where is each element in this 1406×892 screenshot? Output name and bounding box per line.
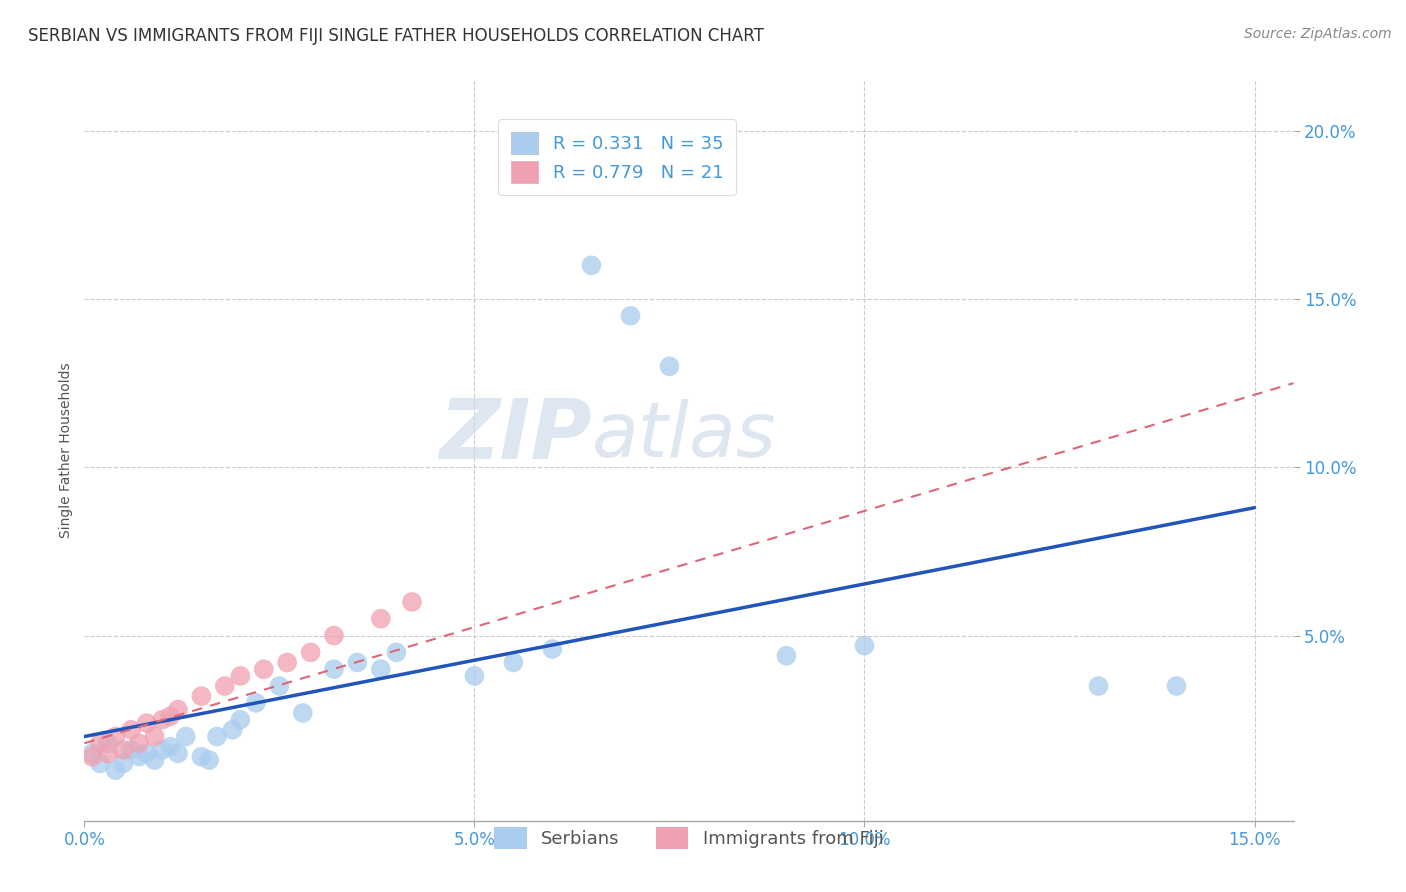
Point [135, 747, 157, 761]
Point [370, 612, 392, 626]
Point [581, 259, 603, 273]
Point [89, 736, 111, 750]
Point [775, 648, 797, 663]
Point [276, 656, 298, 670]
Point [112, 743, 135, 757]
Point [323, 628, 346, 642]
Point [323, 662, 346, 676]
Y-axis label: Single Father Households: Single Father Households [59, 363, 73, 538]
Point [619, 309, 641, 323]
Point [128, 736, 150, 750]
Point [190, 689, 212, 703]
Point [82, 749, 104, 764]
Text: atlas: atlas [592, 399, 776, 473]
Point [198, 753, 221, 767]
Point [463, 669, 485, 683]
Point [253, 662, 276, 676]
Point [190, 749, 212, 764]
Point [541, 642, 564, 657]
Text: Source: ZipAtlas.com: Source: ZipAtlas.com [1244, 27, 1392, 41]
Text: SERBIAN VS IMMIGRANTS FROM FIJI SINGLE FATHER HOUSEHOLDS CORRELATION CHART: SERBIAN VS IMMIGRANTS FROM FIJI SINGLE F… [28, 27, 763, 45]
Point [502, 656, 524, 670]
Point [104, 730, 127, 744]
Point [205, 730, 228, 744]
Point [167, 703, 190, 717]
Point [82, 747, 104, 761]
Point [658, 359, 681, 374]
Point [97, 736, 120, 750]
Point [167, 747, 190, 761]
Point [143, 753, 166, 767]
Point [853, 639, 876, 653]
Point [299, 645, 322, 659]
Point [370, 662, 392, 676]
Point [1166, 679, 1188, 693]
Point [97, 747, 120, 761]
Point [245, 696, 267, 710]
Point [150, 743, 173, 757]
Point [159, 709, 181, 723]
Point [1087, 679, 1109, 693]
Point [143, 730, 166, 744]
Point [135, 716, 157, 731]
Point [346, 656, 368, 670]
Point [120, 743, 142, 757]
Point [229, 669, 252, 683]
Point [150, 713, 173, 727]
Point [104, 763, 127, 777]
Point [159, 739, 181, 754]
Point [385, 645, 408, 659]
Point [128, 749, 150, 764]
Point [120, 723, 142, 737]
Point [401, 595, 423, 609]
Point [89, 756, 111, 771]
Point [291, 706, 314, 720]
Point [112, 756, 135, 771]
Legend: Serbians, Immigrants from Fiji: Serbians, Immigrants from Fiji [479, 813, 898, 863]
Point [229, 713, 252, 727]
Point [174, 730, 197, 744]
Point [269, 679, 291, 693]
Point [221, 723, 243, 737]
Point [214, 679, 236, 693]
Text: ZIP: ZIP [440, 395, 592, 476]
